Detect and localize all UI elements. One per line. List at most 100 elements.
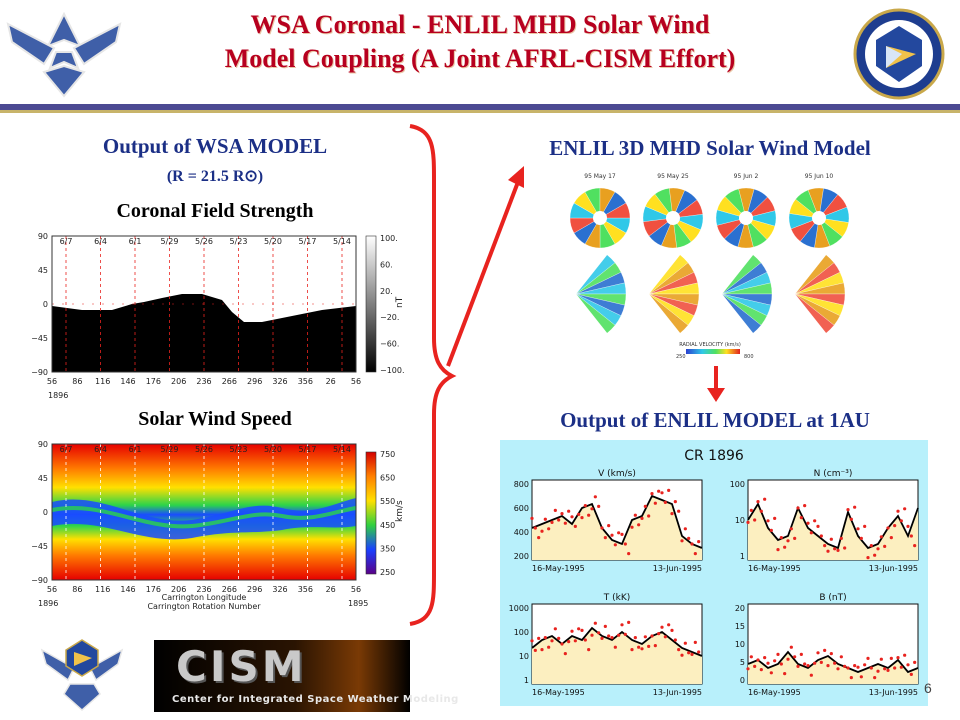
observation-point [889,536,893,540]
observation-point [766,661,770,665]
observation-point [657,632,661,636]
observation-point [823,648,827,652]
cf-date-label: 6/7 [60,237,73,246]
colorbar1-tick: −100. [380,366,405,375]
observation-point [816,651,820,655]
observation-point [856,527,860,531]
observation-point [773,659,777,663]
sw-lon-tick: 86 [72,585,82,594]
sw-lat-tick: 45 [38,474,48,483]
enlil-colorbar-label: RADIAL VELOCITY (km/s) [679,342,741,348]
observation-point [620,532,624,536]
cf-date-label: 5/20 [264,237,282,246]
slide-title-line1: WSA Coronal - ENLIL MHD Solar Wind [250,10,710,39]
cf-lon-tick: 146 [120,377,135,386]
observation-point [843,546,847,550]
snapshot-date: 95 Jun 10 [805,173,834,180]
observation-point [597,504,601,508]
coronal-field-plot: 6/7 6/4 6/1 5/29 5/26 5/23 5/20 5/17 5/14 90 45 0 −… [31,232,405,400]
velocity-fan [794,254,846,334]
panel-ytick: 15 [735,622,745,631]
observation-point [647,644,651,648]
observation-point [853,664,857,668]
observation-point [640,516,644,520]
panel-date-start: 16-May-1995 [748,688,801,697]
observation-point [617,633,621,637]
observation-point [836,548,840,552]
observation-point [613,645,617,649]
cf-lon-tick: 266 [222,377,237,386]
observation-point [776,548,780,552]
observation-point [553,508,557,512]
velocity-fan [575,254,627,334]
observation-point [883,544,887,548]
observation-point [779,662,783,666]
observation-point [783,672,787,676]
sw-date-label: 5/14 [333,445,351,454]
sw-lat-tick: −45 [31,542,48,551]
observation-point [613,543,617,547]
observation-point [786,539,790,543]
observation-point [886,526,890,530]
sw-date-label: 5/17 [299,445,317,454]
colorbar2-unit: km/s [395,500,405,522]
observation-point [630,648,634,652]
observation-point [896,656,900,660]
snapshot-date: 95 May 17 [584,173,616,180]
observation-point [607,634,611,638]
observation-point [869,544,873,548]
observation-point [683,641,687,645]
observation-point [583,638,587,642]
model-line [747,650,919,674]
observation-point [580,516,584,520]
cf-date-label: 5/14 [333,237,351,246]
afrl-logo-top-right [850,6,948,102]
panel-ytick: 100 [514,628,529,637]
sw-date-label: 6/4 [94,445,107,454]
cf-lon-tick: 356 [298,377,313,386]
cf-lat-tick: −90 [31,368,48,377]
colorbar1-tick: −60. [380,340,399,349]
observation-point [690,652,694,656]
observation-point [633,513,637,517]
cf-start-rot: 1896 [48,391,68,400]
observation-point [866,656,870,660]
observation-point [826,664,830,668]
colorbar1-tick: 20. [380,287,393,296]
observation-point [630,525,634,529]
observation-point [793,655,797,659]
panel-ytick: 800 [514,480,529,489]
panel-date-start: 16-May-1995 [532,564,585,573]
observation-point [550,520,554,524]
observation-point [766,519,770,523]
observation-point [583,504,587,508]
cf-date-label: 5/29 [161,237,179,246]
cf-lon-tick: 56 [351,377,361,386]
cf-date-label: 6/4 [94,237,107,246]
observation-point [693,552,697,556]
observation-point [879,657,883,661]
observation-point [763,656,767,660]
observation-point [697,540,701,544]
observation-point [597,631,601,635]
slide-title: WSA Coronal - ENLIL MHD Solar Wind Model… [130,8,830,76]
sw-date-label: 5/29 [161,445,179,454]
observation-point [873,676,877,680]
observation-point [769,528,773,532]
solar-wind-speed-label: Solar Wind Speed [138,408,292,430]
velocity-fan [721,254,773,334]
observation-point [670,512,674,516]
observation-point [819,660,823,664]
observation-point [873,553,877,557]
observation-point [573,524,577,528]
observation-point [663,500,667,504]
sw-date-label: 6/7 [60,445,73,454]
observation-point [836,667,840,671]
cf-date-label: 5/23 [230,237,248,246]
sw-lon-tick: 176 [146,585,161,594]
colorbar1-tick: 60. [380,260,393,269]
header-band [0,104,960,110]
panel-date-start: 16-May-1995 [748,564,801,573]
observation-point [617,531,621,535]
observation-point [660,491,664,495]
